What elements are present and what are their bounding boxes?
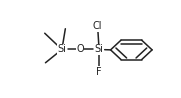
- Text: Si: Si: [57, 44, 66, 54]
- Text: Si: Si: [95, 44, 104, 54]
- Text: F: F: [96, 67, 102, 77]
- Text: O: O: [76, 44, 84, 54]
- Text: Cl: Cl: [93, 21, 102, 31]
